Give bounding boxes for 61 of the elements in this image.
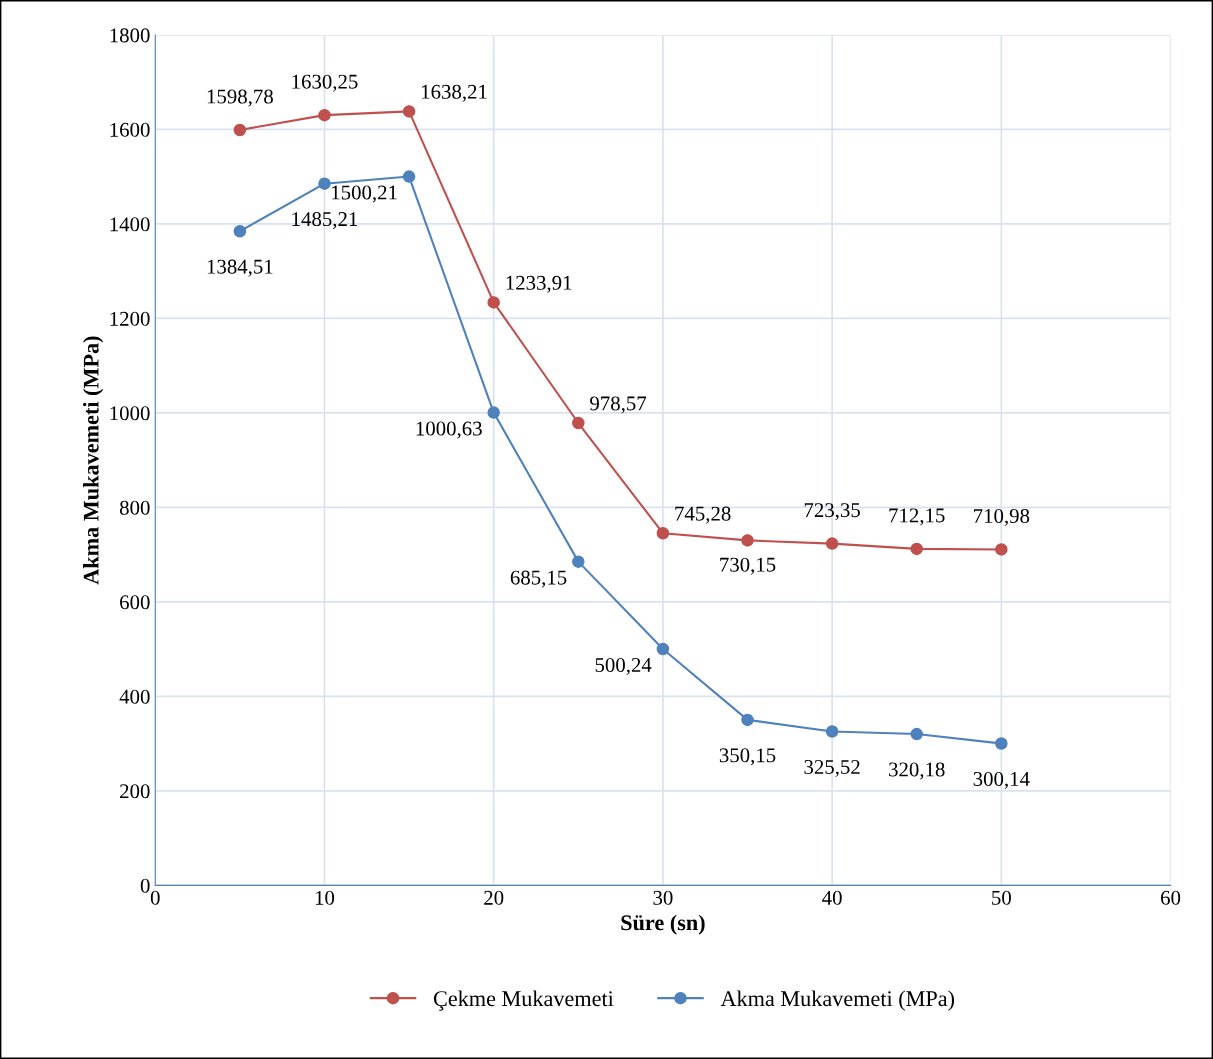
point (318, 177, 331, 190)
point (910, 542, 923, 556)
legend-label: Çekme Mukavemeti (433, 990, 614, 1011)
y-tick-label: 200 (120, 784, 150, 799)
data-label: 710,98 (974, 508, 1030, 526)
x-tick-label: 10 (315, 890, 335, 905)
data-label: 685,15 (510, 570, 567, 588)
x-tick-label: 30 (653, 890, 673, 905)
point (572, 416, 585, 430)
point (402, 105, 416, 118)
point (995, 543, 1008, 556)
data-label: 730,15 (720, 557, 776, 575)
y-tick-label: 1000 (110, 406, 150, 421)
y-tick-label: 1800 (110, 28, 150, 43)
y-tick-label: 800 (119, 500, 150, 515)
data-label: 320,18 (889, 762, 945, 780)
data-label: 978,57 (590, 396, 647, 414)
point (487, 406, 500, 419)
point (741, 713, 754, 727)
data-label: 712,15 (889, 508, 945, 526)
data-label: 723,35 (804, 503, 860, 521)
x-tick-label: 40 (822, 890, 842, 905)
point (825, 537, 839, 550)
y-tick-label: 400 (119, 689, 150, 704)
data-label: 1500,21 (332, 185, 397, 203)
y-tick-label: 1200 (110, 311, 150, 326)
data-label: 1000,63 (416, 421, 482, 439)
point (656, 526, 670, 540)
point (233, 224, 247, 238)
point (487, 296, 500, 309)
y-tick-label: 600 (120, 595, 150, 610)
data-label: 1233,91 (506, 275, 572, 293)
data-label: 325,52 (804, 759, 860, 777)
point (825, 725, 839, 738)
x-tick-label: 60 (1161, 890, 1181, 905)
data-label: 745,28 (675, 506, 731, 524)
x-tick-label: 0 (150, 890, 160, 905)
data-label: 300,14 (973, 771, 1030, 789)
point (572, 555, 585, 568)
data-label: 1598,78 (207, 89, 273, 107)
point (741, 534, 754, 547)
y-tick-label: 1600 (110, 122, 150, 137)
legend-label: Akma Mukavemeti (MPa) (720, 990, 955, 1011)
point (910, 727, 923, 741)
data-label: 500,24 (595, 657, 652, 675)
data-label: 350,15 (719, 748, 776, 766)
point (233, 123, 247, 137)
point (656, 642, 670, 656)
y-axis-title: Akma Mukavemeti (MPa) (83, 336, 104, 585)
data-label: 1630,25 (292, 74, 358, 92)
data-label: 1638,21 (422, 84, 487, 102)
data-label: 1485,21 (292, 212, 358, 230)
point (995, 737, 1008, 750)
data-label: 1384,51 (207, 259, 273, 277)
y-tick-label: 0 (140, 878, 150, 893)
point (318, 108, 331, 122)
x-tick-label: 50 (992, 890, 1011, 905)
x-tick-label: 20 (484, 890, 504, 905)
y-tick-label: 1400 (110, 217, 150, 232)
x-axis-title: Süre (sn) (621, 914, 705, 935)
point (402, 170, 416, 183)
